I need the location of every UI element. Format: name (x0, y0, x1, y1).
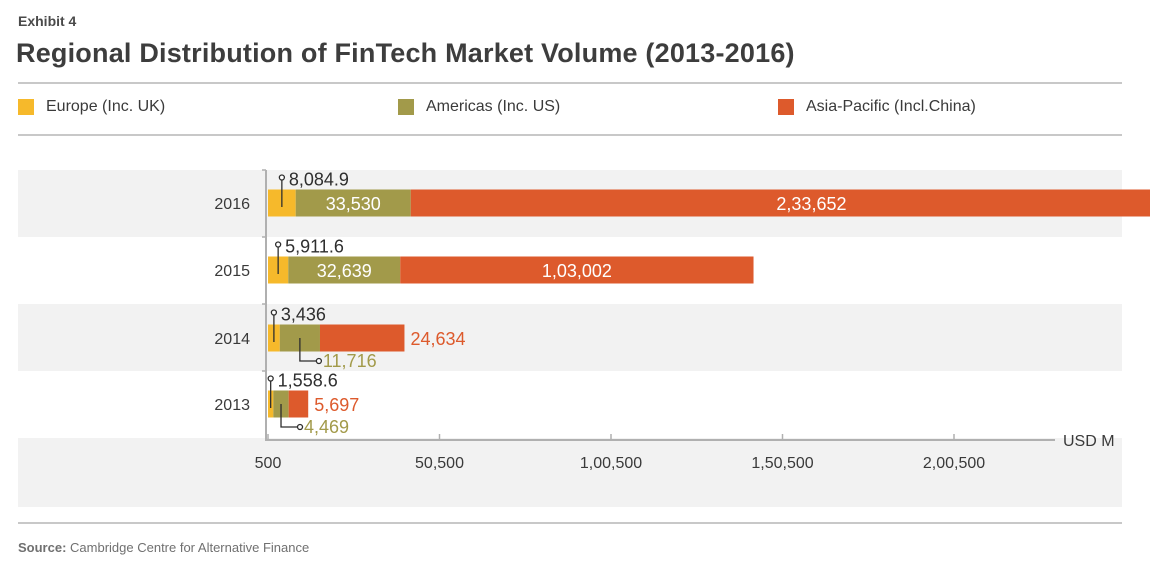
y-category-label: 2016 (214, 196, 250, 213)
legend-item-americas: Americas (Inc. US) (398, 98, 560, 116)
data-label-asia: 24,634 (410, 329, 465, 349)
data-label-americas: 4,469 (304, 417, 349, 437)
source-note: Source: Cambridge Centre for Alternative… (18, 540, 309, 555)
bottom-divider (18, 522, 1122, 524)
top-divider (18, 82, 1122, 84)
y-category-label: 2015 (214, 263, 250, 280)
bar-asia (400, 256, 754, 284)
data-label-europe: 3,436 (281, 305, 326, 325)
bar-asia (410, 189, 1150, 217)
data-label-americas: 32,639 (317, 261, 372, 281)
legend-swatch-asia (778, 99, 794, 115)
chart-title: Regional Distribution of FinTech Market … (16, 38, 795, 68)
bar-americas (295, 189, 411, 217)
data-label-asia: 1,03,002 (542, 261, 612, 281)
y-category-label: 2014 (214, 331, 250, 348)
bar-asia (319, 324, 405, 352)
callout-dot-americas (315, 357, 323, 365)
y-category-label: 2013 (214, 397, 250, 414)
data-label-europe: 1,558.6 (278, 371, 338, 391)
data-label-americas: 33,530 (326, 194, 381, 214)
exhibit-label: Exhibit 4 (18, 13, 77, 29)
legend-swatch-europe (18, 99, 34, 115)
x-tick-label: 1,00,500 (580, 455, 642, 472)
data-label-asia: 5,697 (314, 395, 359, 415)
data-label-europe: 5,911.6 (285, 237, 344, 257)
row-band (18, 438, 1122, 507)
callout-dot-europe (274, 241, 282, 248)
bar-asia (288, 390, 309, 418)
legend-item-asia: Asia-Pacific (Incl.China) (778, 98, 976, 116)
x-axis-label: USD M (1063, 433, 1115, 450)
callout-dot-europe (267, 375, 274, 382)
row-band (18, 304, 1122, 371)
source-prefix: Source: (18, 540, 67, 555)
x-tick-label: 2,00,500 (923, 455, 985, 472)
source-text: Cambridge Centre for Alternative Finance (66, 540, 310, 555)
legend-swatch-americas (398, 99, 414, 115)
legend-label-americas: Americas (Inc. US) (426, 98, 561, 115)
bar-americas (288, 256, 401, 284)
x-tick-label: 50,500 (415, 455, 464, 472)
x-tick-label: 500 (255, 455, 282, 472)
callout-dot-europe (270, 309, 278, 316)
legend-label-europe: Europe (Inc. UK) (46, 98, 166, 115)
callout-line-americas (280, 404, 299, 428)
data-label-europe: 8,084.9 (289, 170, 349, 190)
callout-line-americas (299, 338, 317, 362)
x-tick-label: 1,50,500 (751, 455, 813, 472)
data-label-americas: 11,716 (323, 351, 377, 371)
legend-item-europe: Europe (Inc. UK) (18, 98, 165, 116)
legend-label-asia: Asia-Pacific (Incl.China) (806, 98, 976, 115)
callout-dot-americas (296, 423, 304, 431)
data-label-asia: 2,33,652 (776, 194, 846, 214)
legend-divider (18, 134, 1122, 136)
callout-dot-europe (278, 174, 286, 181)
